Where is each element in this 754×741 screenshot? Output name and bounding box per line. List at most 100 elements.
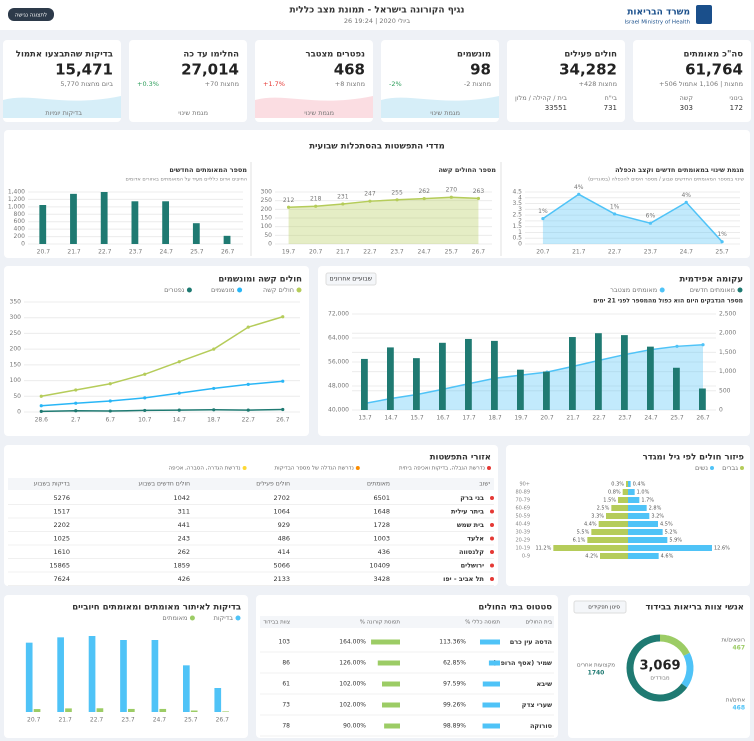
point: [212, 408, 216, 412]
x-tick-label: 26.7: [221, 249, 235, 256]
table-title: אזורי התפשטות: [430, 453, 491, 463]
y-tick-label: 1,400: [8, 189, 25, 196]
y-tick-label: 70-79: [515, 498, 530, 504]
filter-button[interactable]: [573, 600, 627, 614]
y-tick-label: 150: [10, 361, 22, 368]
y-tick-label: 48,000: [328, 383, 349, 390]
corona-bar: [384, 723, 400, 729]
legend-label: נדרשת הגבלה, בדיקות ואכיפה ביתית: [399, 465, 485, 472]
x-tick-label: 18.7: [488, 415, 502, 422]
y-tick-label: 600: [14, 218, 26, 225]
kpi-detail-label: קשה: [680, 94, 694, 102]
point: [648, 221, 653, 225]
header-bar: [0, 0, 754, 30]
sparkline-decor: [381, 96, 499, 118]
point: [720, 240, 724, 244]
chart-title: מספר המאומתים החדשים: [169, 166, 247, 174]
filter-button-label: סינון תפקידים: [588, 605, 620, 611]
occupancy-bar: [479, 639, 500, 645]
bar: [361, 358, 368, 410]
x-tick-label: 14.7: [173, 417, 187, 424]
dropdown[interactable]: [325, 272, 377, 286]
y-tick-label: 90+: [519, 482, 530, 488]
kpi-detail-label: בינוני: [729, 94, 743, 102]
legend-label: חולים קשה: [263, 286, 294, 294]
x-tick-label: 19.7: [514, 415, 528, 422]
segment-name: מקצועות אחרים: [577, 663, 615, 669]
status-dot: [490, 563, 494, 568]
bar: [192, 223, 200, 244]
kpi-value: 98: [470, 61, 491, 79]
table-cell: 3428: [373, 575, 390, 583]
point: [74, 388, 78, 392]
point-label: 6%: [646, 213, 656, 220]
data-label: 1.0%: [637, 490, 650, 496]
x-tick-label: 14.7: [384, 415, 398, 422]
point: [368, 199, 372, 203]
y-tick-label: 300: [10, 314, 22, 321]
point-label: 1%: [717, 231, 727, 238]
kpi-link: מגמת שינוי: [178, 109, 208, 117]
x-tick-label: 22.7: [98, 249, 112, 256]
bar: [387, 347, 394, 410]
data-label: 6.1%: [573, 538, 586, 544]
table-cell: קלנסווה: [459, 548, 484, 556]
kpi-value: 15,471: [55, 61, 113, 79]
point: [108, 399, 112, 403]
bar: [120, 640, 127, 712]
kpi-value: 468: [334, 61, 365, 79]
occupancy-bar: [482, 681, 500, 687]
point: [177, 408, 181, 412]
y-tick-label: 0: [268, 241, 272, 248]
kpi-detail-label: בית / קהילה / מלון: [515, 94, 567, 102]
donut-total: 3,069: [639, 659, 680, 674]
y-tick-label: 4.5: [512, 189, 522, 196]
segment-name: רופאים/ות: [721, 638, 745, 644]
legend-swatch: [487, 466, 491, 470]
x-tick-label: 28.6: [35, 417, 49, 424]
kpi-sub: +8 מחצות: [335, 80, 365, 88]
y-tick-label: 1.5: [512, 223, 522, 230]
x-tick-label: 25.7: [670, 415, 684, 422]
kpi-title: החלימו עד כה: [183, 50, 239, 60]
x-tick-label: 21.7: [572, 249, 586, 256]
staff-count: 78: [282, 723, 290, 730]
point: [246, 325, 250, 329]
point: [177, 360, 181, 364]
status-dot: [490, 577, 494, 581]
bar: [647, 346, 654, 410]
kpi-detail-value: 303: [680, 104, 693, 112]
x-tick-label: 18.7: [207, 417, 221, 424]
table-cell: 1042: [173, 494, 190, 502]
point: [314, 204, 318, 208]
y-tick-label: 2: [518, 217, 522, 224]
y-tick-label: 40,000: [328, 407, 349, 414]
x-tick-label: 26.7: [472, 249, 486, 256]
series-line: [41, 408, 283, 413]
x-tick-label: 26.7: [696, 415, 710, 422]
table-cell: בני ברק: [460, 494, 484, 502]
x-tick-label: 2.7: [71, 417, 81, 424]
y-tick-label: 50: [264, 232, 272, 239]
table-cell: 10409: [369, 562, 390, 570]
x-tick-label: 20.7: [309, 249, 323, 256]
y-tick-label: 72,000: [328, 311, 349, 318]
table-header-bg: [260, 616, 554, 628]
chart-title: פיזור חולים לפי גיל ומגדר: [643, 453, 745, 463]
y-tick-label: 50-59: [515, 514, 530, 520]
y-tick-label: 1,000: [719, 368, 736, 375]
point: [39, 404, 43, 408]
access-button-label[interactable]: לתצוגה נגישה: [15, 12, 47, 19]
x-tick-label: 26.7: [216, 717, 230, 724]
x-tick-label: 26.7: [276, 417, 290, 424]
y-tick-label: 3: [518, 206, 522, 213]
x-tick-label: 22.7: [608, 249, 622, 256]
legend-label: מאומתים: [162, 614, 187, 622]
segment-name: אחים/ות: [726, 698, 745, 704]
bar: [222, 711, 229, 712]
status-dot: [490, 496, 494, 500]
access-button[interactable]: [8, 8, 54, 21]
bar: [628, 505, 647, 511]
data-label: 5.2%: [665, 530, 678, 536]
kpi-link: מגמת שינוי: [304, 109, 334, 117]
